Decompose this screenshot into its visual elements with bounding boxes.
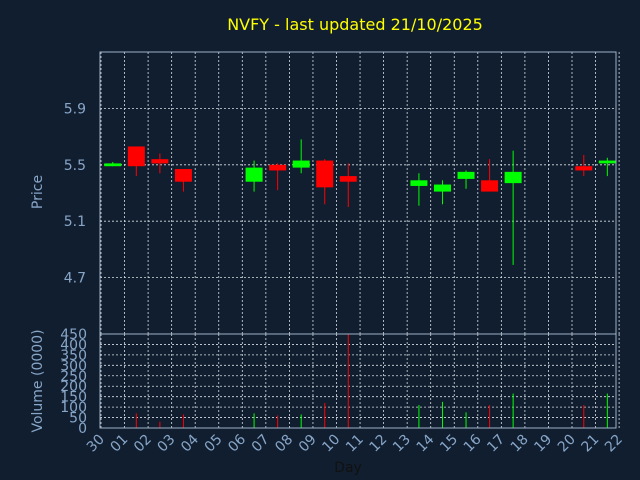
x-tick-label: 19 <box>531 432 555 456</box>
candle-body <box>292 160 310 168</box>
candle-body <box>410 180 428 186</box>
x-tick-label: 02 <box>131 432 155 456</box>
x-tick-label: 06 <box>225 431 249 455</box>
x-tick-label: 11 <box>343 432 367 456</box>
x-tick-label: 21 <box>578 432 602 456</box>
x-tick-label: 16 <box>461 431 485 455</box>
candle-body <box>457 171 475 179</box>
volume-axis-label: Volume (0000) <box>30 329 46 432</box>
x-tick-label: 08 <box>272 432 296 456</box>
x-tick-label: 09 <box>296 432 320 456</box>
x-tick-label: 01 <box>107 432 131 456</box>
candle-body <box>575 166 593 171</box>
candle-body <box>504 171 522 184</box>
x-tick-label: 17 <box>484 432 508 456</box>
x-tick-label: 04 <box>178 431 202 455</box>
volume-tick-label: 250 <box>60 369 87 385</box>
x-tick-label: 10 <box>319 432 343 456</box>
volume-tick-label: 400 <box>60 337 87 353</box>
price-tick-label: 5.1 <box>64 214 86 230</box>
candle-body <box>339 176 357 182</box>
x-tick-label: 20 <box>555 432 579 456</box>
candle-body <box>316 160 334 188</box>
volume-tick-label: 0 <box>78 421 87 437</box>
volume-tick-label: 300 <box>60 358 87 374</box>
chart-title: NVFY - last updated 21/10/2025 <box>227 15 483 34</box>
volume-tick-label: 450 <box>60 327 87 343</box>
x-tick-label: 05 <box>202 432 226 456</box>
x-tick-label: 13 <box>390 432 414 456</box>
candle-body <box>104 163 122 167</box>
volume-tick-label: 100 <box>60 400 87 416</box>
x-tick-label: 30 <box>84 432 108 456</box>
x-tick-label: 14 <box>414 431 438 455</box>
candle-body <box>481 180 499 192</box>
candle-body <box>127 146 145 167</box>
candle-body <box>245 167 263 182</box>
volume-tick-label: 350 <box>60 348 87 364</box>
volume-plot-frame <box>99 333 617 429</box>
price-tick-label: 4.7 <box>64 271 86 287</box>
candle-body <box>598 160 616 164</box>
price-axis-label: Price <box>30 175 46 209</box>
candle-body <box>433 184 451 192</box>
candle-body <box>174 169 192 182</box>
price-panel: 4.7 5.1 5.5 5.9 <box>64 51 620 335</box>
x-tick-label: 22 <box>602 432 626 456</box>
x-tick-label: 15 <box>437 432 461 456</box>
x-tick-label: 12 <box>367 432 391 456</box>
x-tick-label: 07 <box>249 432 273 456</box>
volume-tick-label: 150 <box>60 390 87 406</box>
volume-tick-label: 200 <box>60 379 87 395</box>
volume-tick-label: 50 <box>69 411 87 427</box>
x-axis-label: Day <box>334 460 362 476</box>
candle-body <box>151 159 169 164</box>
price-tick-label: 5.9 <box>64 101 86 117</box>
candle-body <box>269 164 287 171</box>
price-tick-label: 5.5 <box>64 158 86 174</box>
price-plot-frame <box>99 51 617 335</box>
x-tick-label: 18 <box>508 432 532 456</box>
x-tick-label: 03 <box>155 432 179 456</box>
